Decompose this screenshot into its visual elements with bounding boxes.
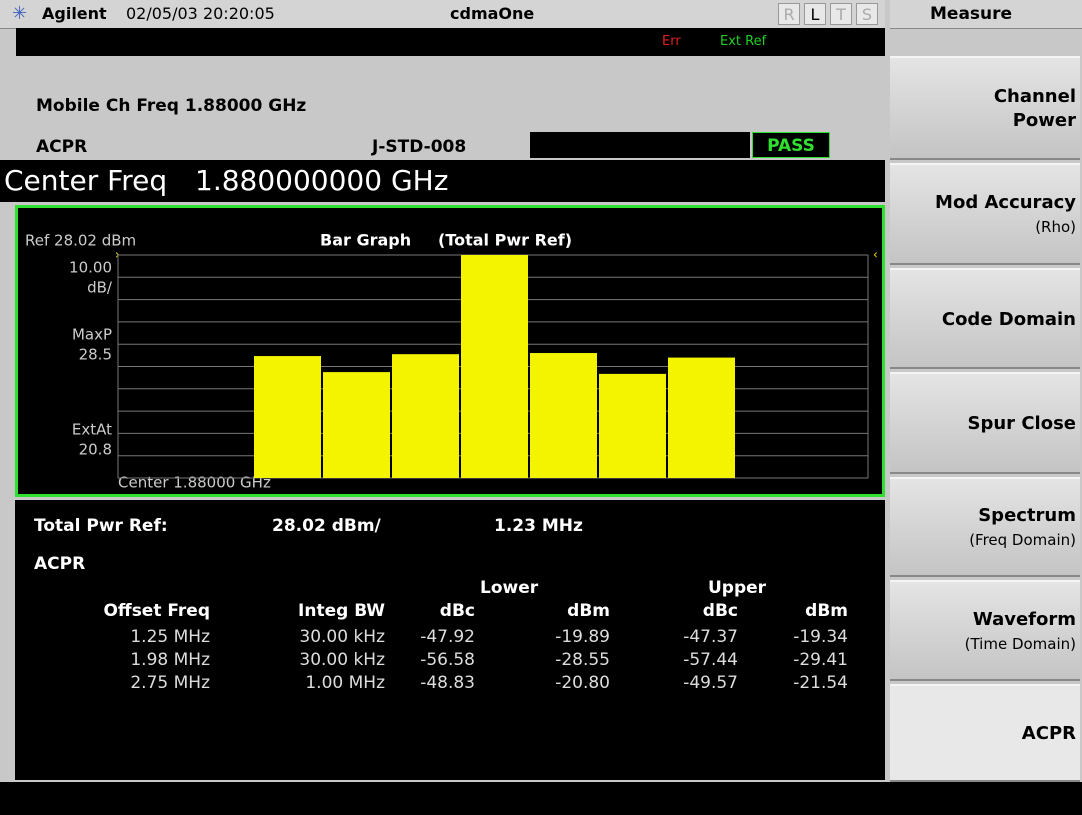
softkey-label: Mod Accuracy [935, 192, 1076, 213]
ref-level: Ref 28.02 dBm [25, 232, 136, 250]
softkey-sublabel: (Freq Domain) [969, 531, 1076, 549]
graph-title: Bar Graph [320, 231, 411, 250]
results-panel [15, 500, 885, 780]
bar-graph: Ref 28.02 dBm Bar Graph (Total Pwr Ref) … [15, 205, 885, 497]
table-cell: -48.83 [420, 673, 475, 693]
column-header: Offset Freq [103, 601, 210, 621]
softkey[interactable]: ACPR [890, 684, 1080, 782]
indicator: S [856, 3, 878, 25]
column-header: dBm [805, 601, 848, 621]
table-cell: -28.55 [555, 650, 610, 670]
column-header: Integ BW [298, 601, 385, 621]
measurement: ACPR [36, 137, 88, 157]
ext-ref: Ext Ref [720, 34, 767, 49]
table-cell: -29.41 [793, 650, 848, 670]
softkey-label: ACPR [1021, 723, 1076, 744]
table-cell: -49.57 [683, 673, 738, 693]
results-title: ACPR [34, 554, 86, 574]
timestamp: 02/05/03 20:20:05 [126, 4, 275, 23]
softkey-sublabel: (Time Domain) [964, 634, 1076, 653]
bar [599, 373, 666, 478]
bar [392, 354, 459, 478]
table-cell: -47.92 [420, 627, 475, 647]
menu-title: Measure [890, 0, 1082, 29]
table-cell: -19.34 [793, 627, 848, 647]
softkey[interactable]: Code Domain [890, 268, 1080, 369]
table-cell: -56.58 [420, 650, 475, 670]
table-cell: -57.44 [683, 650, 738, 670]
indicator: T [830, 3, 852, 25]
result: PASS [752, 132, 830, 158]
ref-marker-left: › [115, 248, 120, 262]
maxp: 28.5 [79, 346, 112, 364]
table-cell: -19.89 [555, 627, 610, 647]
softkey-sublabel: (Rho) [1035, 218, 1076, 236]
indicator: L [804, 3, 826, 25]
softkey[interactable]: Waveform (Time Domain) [890, 580, 1080, 681]
softkey[interactable]: Spectrum (Freq Domain) [890, 477, 1080, 577]
message-box [530, 132, 750, 158]
column-header: dBc [439, 601, 475, 621]
center-freq-bar [0, 160, 885, 202]
softkey-label: Spur Close [967, 413, 1076, 434]
total-bw: 1.23 MHz [494, 516, 583, 536]
maxp-label: MaxP [72, 326, 112, 344]
scale-value: 10.00 [69, 259, 112, 277]
table-cell: 30.00 kHz [299, 650, 385, 670]
softkey-label: Code Domain [941, 308, 1076, 330]
scale-unit: dB/ [87, 279, 113, 297]
bar [461, 255, 528, 478]
bar [668, 357, 735, 478]
table-cell: 1.25 MHz [130, 627, 210, 647]
graph-subtitle: (Total Pwr Ref) [438, 231, 572, 250]
agilent-logo: ✳ [12, 3, 28, 24]
softkey[interactable]: Mod Accuracy (Rho) [890, 163, 1080, 265]
total-power: 28.02 dBm/ [272, 516, 381, 536]
table-cell: 1.98 MHz [130, 650, 210, 670]
center-label: Center 1.88000 GHz [118, 474, 271, 492]
standard: J-STD-008 [372, 137, 467, 157]
status-strip [16, 28, 885, 56]
bottom-bar [0, 782, 1082, 815]
bar [323, 372, 390, 478]
table-cell: -20.80 [555, 673, 610, 693]
table-cell: 2.75 MHz [130, 673, 210, 693]
mode: cdmaOne [450, 4, 535, 23]
softkey[interactable]: Spur Close [890, 372, 1080, 474]
bar [254, 356, 321, 478]
softkey-label: Spectrum [978, 505, 1076, 526]
err: Err [662, 34, 681, 49]
column-header: dBc [702, 601, 738, 621]
upper-header: Upper [708, 578, 767, 598]
freq-info: Mobile Ch Freq 1.88000 GHz [36, 96, 307, 116]
column-header: dBm [567, 601, 610, 621]
ref-marker-right: ‹ [873, 248, 878, 262]
softkey-label: Channel [993, 86, 1076, 107]
table-cell: 30.00 kHz [299, 627, 385, 647]
extat-label: ExtAt [72, 421, 112, 439]
softkey[interactable]: Channel Power [890, 56, 1080, 160]
extat: 20.8 [79, 441, 112, 459]
softkey-label: Waveform [972, 608, 1076, 630]
table-cell: 1.00 MHz [305, 673, 385, 693]
bar [530, 353, 597, 478]
softkey-label: Power [1012, 110, 1076, 131]
lower-header: Lower [480, 578, 539, 598]
table-cell: -47.37 [683, 627, 738, 647]
brand: Agilent [42, 4, 107, 23]
table-cell: -21.54 [793, 673, 848, 693]
center-freq-value: 1.880000000 GHz [195, 164, 449, 197]
indicator: R [778, 3, 800, 25]
total-label: Total Pwr Ref: [34, 516, 168, 536]
center-freq-label: Center Freq [4, 164, 168, 197]
